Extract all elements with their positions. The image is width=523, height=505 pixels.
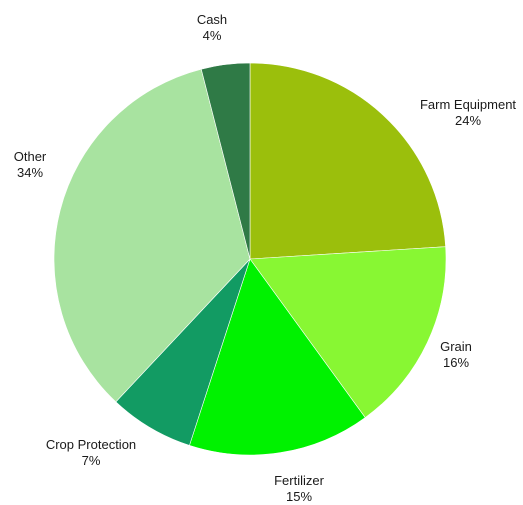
slice-name-label: Fertilizer: [274, 473, 325, 488]
slice-percent-label: 15%: [286, 489, 312, 504]
slice-percent-label: 7%: [82, 453, 101, 468]
pie-slice-fertilizer: [189, 258, 366, 456]
slice-name-label: Other: [14, 149, 47, 164]
pie-slices: [53, 62, 447, 456]
slice-name-label: Crop Protection: [46, 437, 136, 452]
pie-slice-other: [53, 68, 251, 403]
pie-slice-farm-equipment: [249, 62, 446, 260]
slice-name-label: Grain: [440, 339, 472, 354]
slice-percent-label: 34%: [17, 165, 43, 180]
slice-percent-label: 24%: [455, 113, 481, 128]
slice-percent-label: 16%: [443, 355, 469, 370]
pie-slice-grain: [249, 246, 447, 418]
slice-percent-label: 4%: [203, 28, 222, 43]
slice-name-label: Farm Equipment: [420, 97, 516, 112]
pie-slice-cash: [200, 62, 251, 260]
slice-name-label: Cash: [197, 12, 227, 27]
